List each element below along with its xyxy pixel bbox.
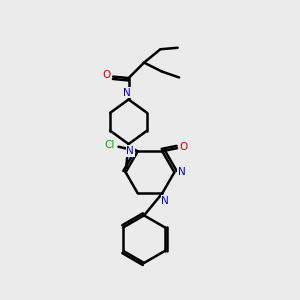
Text: O: O [179, 142, 188, 152]
Text: N: N [123, 88, 131, 98]
Text: N: N [161, 196, 169, 206]
Text: Cl: Cl [104, 140, 115, 150]
Text: N: N [126, 146, 134, 156]
Text: O: O [103, 70, 111, 80]
Text: N: N [178, 167, 186, 177]
